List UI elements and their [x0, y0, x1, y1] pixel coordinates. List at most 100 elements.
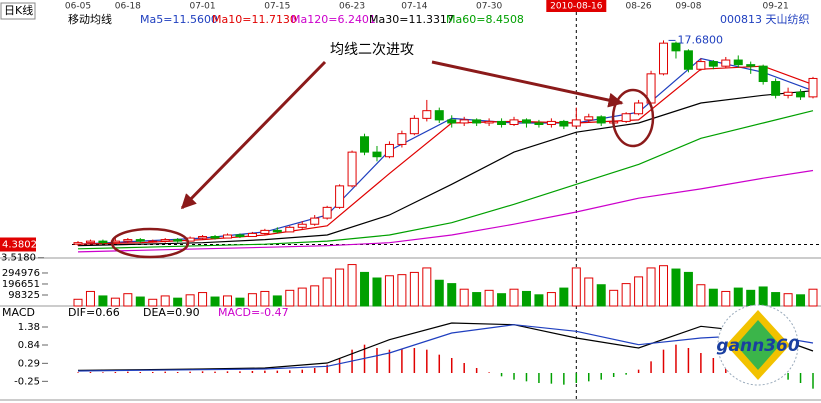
- candle-body: [783, 91, 793, 96]
- volume-bar: [148, 298, 158, 307]
- candle-body: [509, 119, 519, 125]
- volume-bar: [484, 289, 494, 307]
- candle-body: [335, 185, 345, 208]
- candle-body: [260, 229, 270, 234]
- candle-body: [621, 113, 631, 122]
- volume-bar: [808, 288, 818, 307]
- legend-entry: Ma120=6.2401: [291, 13, 376, 26]
- y-tick-label: 98325: [8, 290, 40, 301]
- x-tick-label: 2010-08-16: [550, 2, 603, 12]
- candle-body: [235, 234, 245, 238]
- volume-bar: [110, 297, 120, 307]
- candle-body: [796, 91, 806, 98]
- volume-bar: [472, 292, 482, 307]
- logo-shape: [736, 320, 780, 370]
- candle-body: [559, 120, 569, 127]
- y-tick-label: 0.84: [18, 340, 40, 351]
- indicator-label: 移动均线: [68, 12, 112, 26]
- y-tick-label: -0.25: [14, 376, 40, 387]
- candle-body: [297, 223, 307, 228]
- candle-body: [409, 117, 419, 135]
- volume-bar: [247, 293, 257, 307]
- x-tick-label: 09-21: [763, 2, 789, 12]
- volume-bar: [509, 288, 519, 307]
- volume-bar: [721, 290, 731, 307]
- volume-bar: [459, 288, 469, 307]
- volume-bar: [746, 289, 756, 307]
- candle-body: [73, 242, 83, 245]
- candle-body: [372, 151, 382, 158]
- candle-body: [198, 236, 208, 239]
- volume-bar: [397, 274, 407, 307]
- y-tick-label: 294976: [2, 268, 40, 279]
- x-tick-label: 06-18: [115, 2, 141, 12]
- legend-entry: Ma30=11.3317: [369, 13, 454, 26]
- legend-entry: DIF=0.66: [68, 306, 120, 319]
- x-tick-label: 07-15: [264, 2, 290, 12]
- candle-body: [310, 217, 320, 225]
- chart-label: 日K线: [4, 3, 33, 17]
- volume-bar: [98, 295, 108, 307]
- candle-body: [683, 50, 693, 70]
- candle-body: [659, 42, 669, 75]
- volume-bar: [621, 283, 631, 307]
- volume-bar: [659, 265, 669, 307]
- candle-body: [584, 116, 594, 121]
- candle-body: [758, 65, 768, 83]
- volume-bar: [758, 286, 768, 307]
- volume-bar: [260, 290, 270, 307]
- highlight-ellipse: [611, 88, 655, 148]
- volume-bar: [447, 283, 457, 307]
- peak-label: 17.6800: [678, 33, 724, 46]
- x-tick-label: 07-01: [189, 2, 215, 12]
- candle-body: [546, 120, 556, 125]
- y-tick-label: 0.29: [18, 358, 40, 369]
- stock-label: 000813 天山纺织: [720, 12, 810, 26]
- candle-body: [85, 240, 95, 244]
- volume-bar: [297, 287, 307, 307]
- volume-bar: [422, 267, 432, 307]
- candle-body: [497, 120, 507, 125]
- candle-body: [160, 239, 170, 242]
- volume-bar: [497, 293, 507, 307]
- candle-body: [210, 236, 220, 239]
- volume-bar: [85, 290, 95, 307]
- candle-body: [347, 151, 357, 187]
- volume-bar: [646, 267, 656, 307]
- candle-body: [521, 119, 531, 124]
- volume-bar: [771, 292, 781, 307]
- macd-line: [77, 322, 814, 371]
- volume-bar: [272, 295, 282, 307]
- volume-bar: [796, 294, 806, 307]
- volume-bar: [671, 268, 681, 307]
- legend-entry: Ma60=8.4508: [446, 13, 524, 26]
- candle-body: [459, 119, 469, 124]
- candle-body: [484, 120, 494, 124]
- volume-bar: [347, 264, 357, 307]
- crosshair-date-box: [546, 0, 607, 12]
- y-tick-label: 1.38: [18, 322, 40, 333]
- candle-body: [135, 239, 145, 242]
- volume-bar: [73, 298, 83, 307]
- crosshair-price: 4.3802: [2, 239, 37, 250]
- volume-bar: [559, 287, 569, 307]
- candle-body: [708, 61, 718, 67]
- candle-body: [721, 59, 731, 67]
- volume-bar: [135, 296, 145, 307]
- volume-bar: [210, 296, 220, 307]
- volume-bar: [571, 267, 581, 307]
- volume-bar: [434, 279, 444, 307]
- volume-bar: [310, 285, 320, 307]
- candle-body: [247, 232, 257, 238]
- y-tick-label: 196651: [2, 279, 40, 290]
- highlight-ellipse: [110, 227, 190, 259]
- volume-bar: [285, 289, 295, 307]
- candle-body: [733, 59, 743, 66]
- legend-entry: Ma10=11.7130: [212, 13, 297, 26]
- candle-body: [696, 61, 706, 70]
- candle-body: [434, 110, 444, 121]
- candle-body: [596, 116, 606, 124]
- ma-line: [77, 90, 814, 247]
- volume-bar: [584, 277, 594, 307]
